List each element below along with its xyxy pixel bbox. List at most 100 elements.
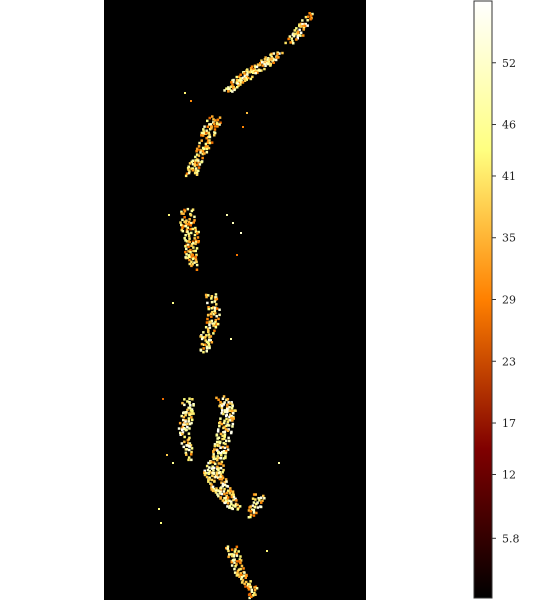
- heat-pixel: [254, 593, 257, 596]
- heat-pixel: [210, 125, 214, 128]
- heat-pixel: [219, 497, 222, 500]
- heat-pixel: [224, 497, 227, 500]
- heat-pixel: [204, 142, 208, 146]
- heat-pixel: [187, 456, 191, 459]
- heat-pixel: [198, 148, 201, 152]
- heat-pixel: [234, 497, 237, 501]
- heat-pixel: [214, 293, 218, 296]
- heat-pixel: [230, 493, 234, 497]
- heat-pixel: [212, 461, 216, 464]
- heat-pixel: [231, 559, 235, 562]
- heat-pixel: [184, 411, 188, 414]
- heat-pixel: [299, 25, 302, 28]
- heat-pixel: [306, 24, 309, 27]
- heat-pixel: [263, 62, 266, 66]
- heat-pixel: [243, 75, 247, 78]
- heat-pixel: [220, 460, 224, 464]
- heat-pixel: [223, 487, 226, 491]
- heat-pixel: [209, 335, 213, 338]
- heat-pixel: [194, 160, 197, 164]
- heat-pixel: [189, 409, 193, 412]
- heat-pixel: [216, 437, 219, 440]
- heat-pixel: [208, 128, 212, 131]
- heat-pixel: [221, 471, 224, 474]
- heat-pixel: [219, 446, 222, 449]
- heat-pixel: [193, 237, 196, 240]
- heat-pixel: [262, 61, 265, 64]
- heat-pixel: [189, 412, 193, 415]
- heat-pixel: [255, 65, 259, 69]
- heat-pixel: [187, 420, 190, 423]
- heat-pixel: [236, 569, 240, 573]
- heat-pixel: [185, 172, 189, 175]
- heat-pixel: [182, 421, 186, 425]
- heat-pixel: [195, 232, 199, 235]
- heat-pixel: [291, 40, 294, 43]
- heat-pixel: [245, 78, 248, 81]
- heat-pixel: [204, 339, 207, 342]
- heat-pixel: [210, 341, 214, 344]
- heat-pixel: [186, 444, 189, 447]
- heat-pixel: [213, 444, 217, 448]
- heat-pixel: [190, 450, 193, 454]
- heat-pixel: [239, 555, 242, 558]
- heat-pixel: [181, 229, 185, 233]
- heat-pixel: [228, 499, 231, 503]
- heat-pixel: [220, 404, 224, 408]
- heat-pixel: [232, 498, 235, 502]
- heat-pixel: [205, 151, 209, 154]
- heat-pixel: [207, 480, 210, 483]
- heat-pixel: [216, 444, 219, 447]
- heat-pixel: [266, 550, 268, 552]
- heat-pixel: [229, 402, 232, 405]
- heat-pixel: [295, 27, 298, 30]
- heat-pixel: [188, 427, 191, 430]
- heat-pixel: [219, 462, 223, 466]
- heat-pixel: [206, 468, 210, 472]
- heat-pixel: [184, 92, 186, 94]
- heat-pixel: [184, 428, 188, 432]
- heat-pixel: [233, 561, 236, 564]
- heat-pixel: [235, 560, 239, 563]
- heat-pixel: [259, 505, 262, 508]
- heat-pixel: [270, 58, 273, 62]
- heat-pixel: [172, 302, 174, 304]
- heat-pixel: [233, 571, 237, 574]
- heat-pixel: [208, 133, 211, 137]
- heat-pixel: [226, 496, 230, 499]
- heat-pixel: [223, 89, 226, 92]
- heat-pixel: [215, 487, 218, 490]
- heat-pixel: [216, 430, 220, 433]
- heat-pixel: [212, 455, 216, 459]
- heat-pixel: [192, 241, 195, 245]
- heat-pixel: [225, 501, 228, 504]
- heat-pixel: [219, 490, 222, 493]
- heat-pixel: [188, 397, 191, 400]
- heat-pixel: [261, 64, 265, 67]
- heat-pixel: [252, 69, 255, 73]
- heat-pixel: [190, 264, 193, 268]
- heat-pixel: [187, 458, 190, 462]
- heat-pixel: [215, 440, 219, 444]
- heat-pixel: [184, 250, 187, 254]
- heat-pixel: [188, 218, 191, 221]
- heat-pixel: [191, 263, 194, 266]
- heat-pixel: [276, 53, 279, 56]
- heat-pixel: [230, 406, 234, 410]
- heat-pixel: [256, 71, 259, 74]
- heat-pixel: [216, 493, 219, 496]
- heat-pixel: [217, 462, 221, 465]
- heat-pixel: [208, 336, 211, 339]
- heat-pixel: [205, 475, 209, 479]
- heat-pixel: [185, 448, 188, 451]
- heat-pixel: [189, 248, 192, 252]
- heat-pixel: [243, 582, 246, 586]
- heat-pixel: [200, 134, 203, 137]
- heat-pixel: [187, 254, 191, 257]
- heat-pixel: [204, 343, 207, 346]
- heat-pixel: [217, 489, 220, 493]
- heat-pixel: [239, 77, 242, 80]
- heat-pixel: [223, 435, 226, 438]
- heat-pixel: [222, 431, 225, 434]
- heat-pixel: [213, 443, 217, 446]
